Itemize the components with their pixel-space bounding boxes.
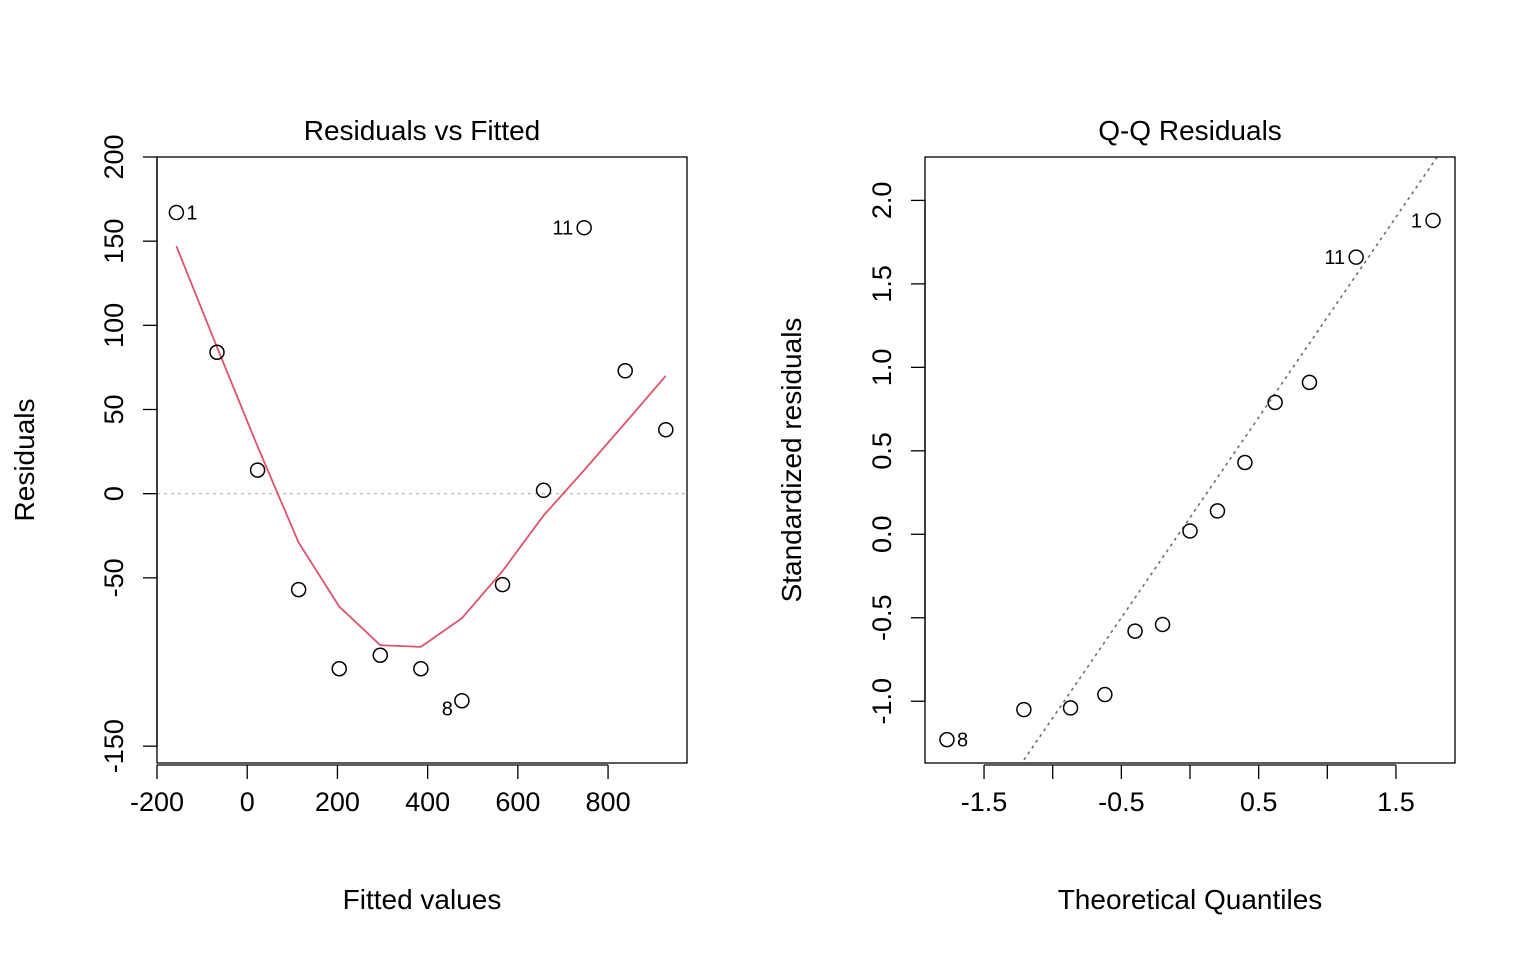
chart-title: Q-Q Residuals [1098, 115, 1282, 146]
data-point [1267, 394, 1283, 411]
y-axis-label: Residuals [9, 399, 40, 522]
data-point [1209, 503, 1226, 519]
y-tick-label: 100 [99, 303, 129, 348]
data-point [1097, 686, 1113, 703]
data-point [454, 692, 470, 709]
data-point [372, 647, 389, 664]
y-tick-label: -150 [99, 719, 129, 773]
x-tick-label: 800 [586, 787, 631, 817]
residuals-vs-fitted-panel: Residuals vs Fitted Fitted values Residu… [9, 115, 688, 915]
data-point [413, 660, 429, 677]
data-point [1425, 212, 1441, 229]
data-point [168, 204, 185, 221]
data-point [617, 363, 633, 379]
y-tick-label: 150 [99, 219, 129, 264]
qq-residuals-panel: Q-Q Residuals Theoretical Quantiles Stan… [776, 115, 1456, 915]
data-point [494, 576, 511, 593]
x-tick-label: 0.5 [1240, 787, 1278, 817]
point-label: 11 [552, 218, 573, 240]
point-label: 8 [957, 730, 968, 752]
x-tick-label: 200 [315, 787, 360, 817]
y-tick-label: 1.0 [867, 349, 897, 387]
plot-area [157, 245, 687, 648]
x-tick-label: -200 [130, 787, 184, 817]
chart-title: Residuals vs Fitted [304, 115, 541, 146]
x-axis-label: Fitted values [343, 884, 502, 915]
data-point [1182, 523, 1198, 539]
y-tick-label: 0 [99, 486, 129, 501]
y-tick-label: -1.0 [867, 678, 897, 725]
y-axis-label: Standardized residuals [776, 318, 807, 603]
data-point [939, 731, 955, 748]
data-point [249, 462, 266, 478]
x-tick-label: -0.5 [1098, 787, 1145, 817]
x-tick-label: 400 [405, 787, 450, 817]
data-point [331, 660, 347, 677]
x-tick-label: 600 [495, 787, 540, 817]
data-point [576, 219, 592, 236]
x-tick-label: 0 [240, 787, 255, 817]
point-label: 11 [1324, 247, 1345, 269]
smoother-line [175, 245, 667, 648]
data-point [1301, 374, 1318, 391]
data-point [209, 344, 225, 361]
data-point [1062, 700, 1079, 716]
y-tick-label: -50 [99, 558, 129, 597]
data-point [1348, 249, 1364, 265]
data-point [290, 581, 307, 598]
y-tick-label: -0.5 [867, 594, 897, 641]
point-label: 1 [1411, 210, 1422, 232]
y-tick-label: 0.0 [867, 516, 897, 554]
data-point [535, 482, 552, 499]
point-label: 8 [442, 699, 453, 721]
y-tick-label: 50 [99, 394, 129, 424]
x-axis-label: Theoretical Quantiles [1058, 884, 1323, 915]
data-point [658, 421, 674, 438]
y-tick-label: 1.5 [867, 265, 897, 303]
data-point [1237, 454, 1253, 471]
point-label: 1 [186, 203, 197, 225]
data-point [1016, 701, 1032, 718]
data-point [1127, 623, 1143, 639]
y-tick-label: 2.0 [867, 182, 897, 220]
y-tick-label: 200 [99, 134, 129, 179]
y-tick-label: 0.5 [867, 432, 897, 470]
x-tick-label: 1.5 [1377, 787, 1415, 817]
data-point [1154, 616, 1171, 633]
x-tick-label: -1.5 [961, 787, 1008, 817]
